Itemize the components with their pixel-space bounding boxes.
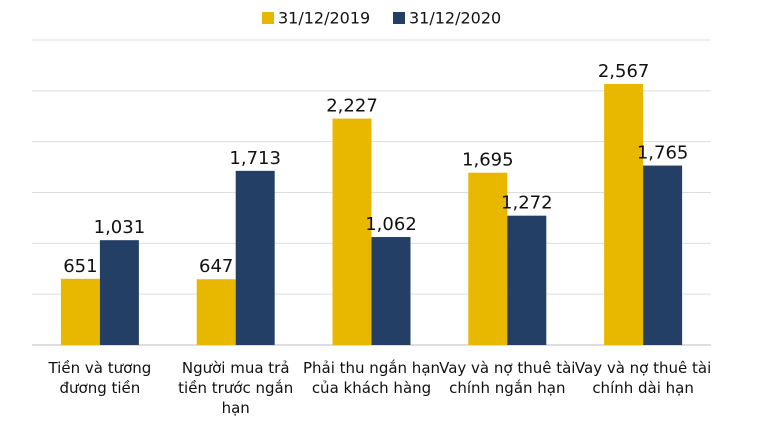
bar [60, 278, 100, 345]
legend-swatch [393, 12, 405, 24]
bar [507, 215, 547, 345]
value-label: 1,695 [462, 150, 514, 171]
value-label: 1,031 [94, 217, 146, 238]
x-tick-label: Phải thu ngắn hạn của khách hàng [302, 359, 441, 397]
x-tick-label: Vay và nợ thuê tài chính dài hạn [574, 359, 712, 397]
legend-swatch [262, 12, 274, 24]
value-label: 1,062 [365, 214, 417, 235]
value-label: 647 [199, 256, 233, 277]
bar [468, 172, 508, 345]
value-label: 2,227 [326, 96, 378, 117]
x-tick-label: Người mua trả tiền trước ngắn hạn [178, 359, 294, 417]
value-label: 2,567 [598, 61, 650, 82]
value-label: 1,272 [501, 193, 553, 214]
bar [235, 170, 275, 345]
legend-label: 31/12/2020 [409, 9, 501, 28]
bar [196, 279, 236, 345]
bar [371, 237, 411, 345]
x-tick-label: Tiền và tương đương tiền [48, 359, 152, 397]
x-tick-label: Vay và nợ thuê tài chính ngắn hạn [439, 359, 576, 397]
legend-label: 31/12/2019 [278, 9, 370, 28]
bar [604, 84, 644, 345]
value-label: 1,713 [229, 148, 281, 169]
bar [643, 165, 683, 345]
value-label: 1,765 [637, 143, 689, 164]
value-label: 651 [63, 256, 97, 277]
bar [332, 118, 372, 345]
bar [99, 240, 139, 345]
